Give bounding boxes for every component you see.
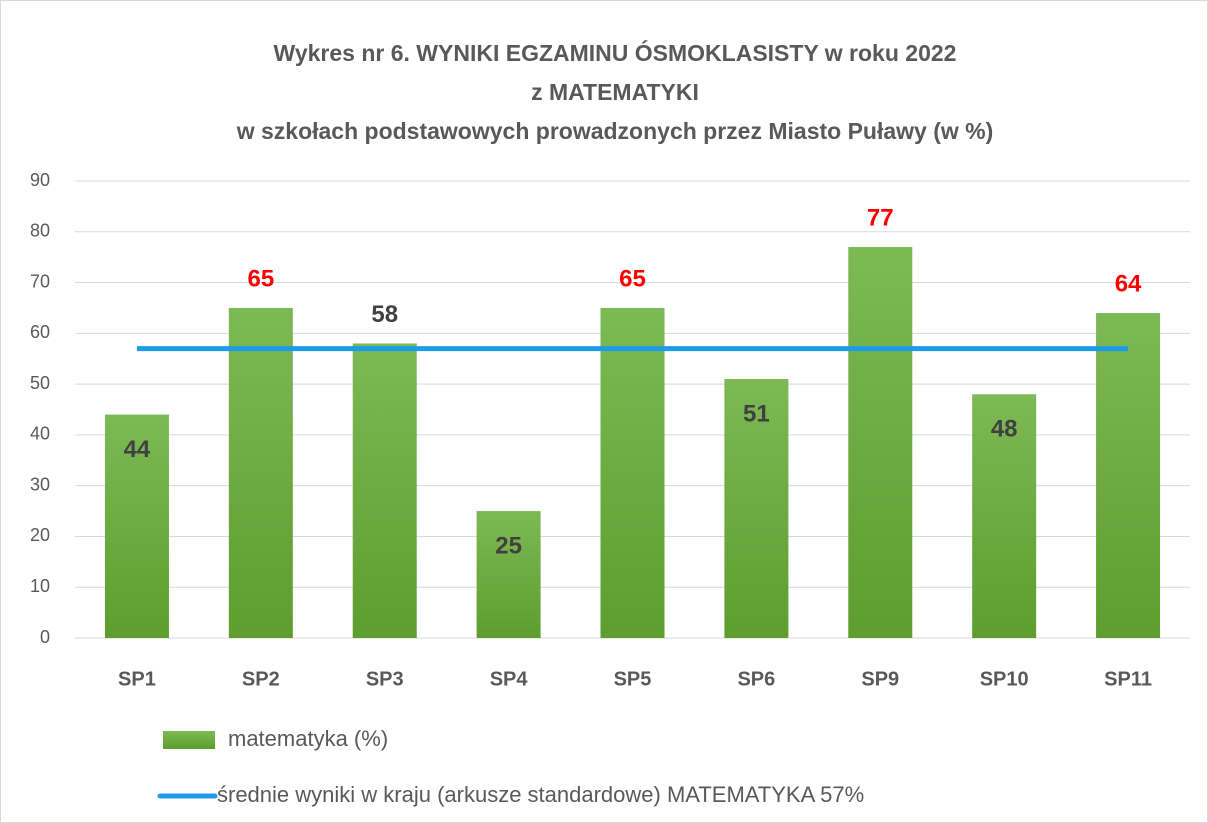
data-label: 48 — [991, 416, 1018, 443]
y-tick-label: 30 — [30, 474, 50, 494]
data-label: 65 — [247, 265, 274, 292]
x-tick-label: SP11 — [1104, 668, 1152, 690]
y-tick-label: 50 — [30, 373, 50, 393]
y-tick-label: 60 — [30, 322, 50, 342]
x-tick-label: SP10 — [980, 668, 1029, 690]
x-tick-label: SP5 — [614, 668, 652, 690]
x-tick-label: SP1 — [118, 668, 156, 690]
y-tick-label: 0 — [40, 627, 50, 647]
bar — [104, 414, 169, 638]
x-tick-label: SP9 — [861, 668, 899, 690]
bar — [972, 394, 1037, 638]
y-tick-label: 80 — [30, 221, 50, 241]
bar — [228, 307, 293, 638]
chart-title: Wykres nr 6. WYNIKI EGZAMINU ÓSMOKLASIST… — [274, 39, 957, 66]
bar — [352, 343, 417, 638]
x-tick-label: SP2 — [242, 668, 280, 690]
bar — [600, 307, 665, 638]
x-tick-label: SP3 — [366, 668, 404, 690]
data-label: 77 — [867, 204, 894, 231]
bar — [724, 379, 789, 638]
data-label: 64 — [1115, 270, 1142, 297]
data-label: 65 — [619, 265, 646, 292]
chart-title: w szkołach podstawowych prowadzonych prz… — [236, 118, 994, 144]
x-tick-label: SP4 — [490, 668, 529, 690]
data-label: 25 — [495, 532, 522, 559]
data-label: 44 — [124, 436, 151, 463]
y-tick-label: 40 — [30, 424, 50, 444]
legend-swatch — [163, 731, 215, 749]
x-tick-label: SP6 — [737, 668, 775, 690]
bar — [476, 511, 541, 638]
y-tick-label: 10 — [30, 576, 50, 596]
legend-label: średnie wyniki w kraju (arkusze standard… — [217, 782, 864, 807]
data-label: 58 — [371, 301, 398, 328]
chart-title: z MATEMATYKI — [531, 79, 699, 105]
bar — [848, 247, 913, 638]
y-tick-label: 20 — [30, 525, 50, 545]
legend-label: matematyka (%) — [228, 726, 388, 751]
bar — [1096, 313, 1161, 638]
data-label: 51 — [743, 400, 770, 427]
y-tick-label: 90 — [30, 170, 50, 190]
y-tick-label: 70 — [30, 271, 50, 291]
